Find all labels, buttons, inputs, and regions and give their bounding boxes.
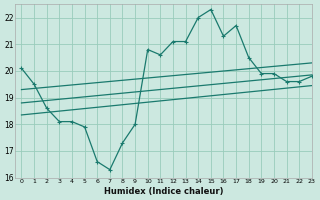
- X-axis label: Humidex (Indice chaleur): Humidex (Indice chaleur): [104, 187, 223, 196]
